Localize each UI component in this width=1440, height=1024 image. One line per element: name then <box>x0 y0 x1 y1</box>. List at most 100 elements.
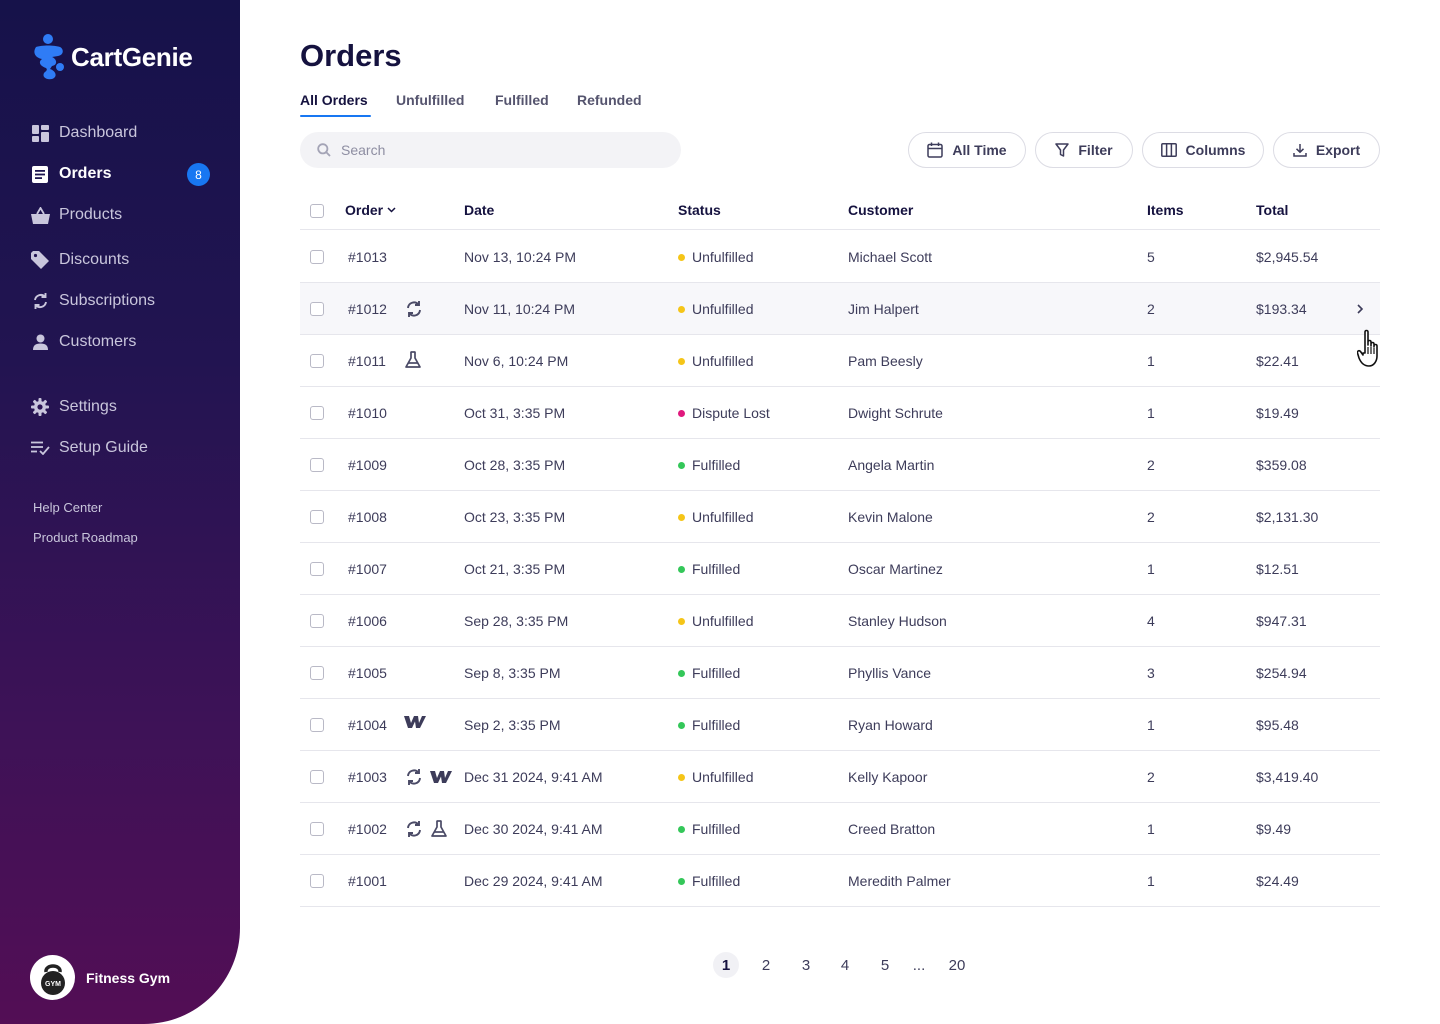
table-row[interactable]: #1003 Dec 31 2024, 9:41 AM Unfulfilled Kell… <box>300 751 1380 803</box>
table-row[interactable]: #1010 Oct 31, 3:35 PM Dispute Lost Dwight S… <box>300 387 1380 439</box>
tab-fulfilled[interactable]: Fulfilled <box>495 92 549 108</box>
table-row[interactable]: #1002 Dec 30 2024, 9:41 AM Fulfilled Creed … <box>300 803 1380 855</box>
row-checkbox[interactable] <box>310 250 324 264</box>
customer-name: Phyllis Vance <box>848 665 932 681</box>
order-status: Unfulfilled <box>678 613 753 629</box>
order-number[interactable]: #1009 <box>348 457 387 473</box>
customer-name: Creed Bratton <box>848 821 936 837</box>
columns-button[interactable]: Columns <box>1142 132 1264 168</box>
pagination-page[interactable]: 4 <box>840 956 850 974</box>
row-checkbox[interactable] <box>310 510 324 524</box>
pagination-page[interactable]: 20 <box>948 956 966 974</box>
order-status: Unfulfilled <box>678 769 753 785</box>
table-row[interactable]: #1007 Oct 21, 3:35 PM Fulfilled Oscar Marti… <box>300 543 1380 595</box>
order-status: Fulfilled <box>678 561 740 577</box>
account-switcher[interactable]: GYM Fitness Gym <box>30 955 170 1000</box>
row-checkbox[interactable] <box>310 822 324 836</box>
person-icon <box>30 332 50 352</box>
order-total: $193.34 <box>1256 301 1307 317</box>
order-number[interactable]: #1008 <box>348 509 387 525</box>
order-number[interactable]: #1004 <box>348 717 387 733</box>
row-checkbox[interactable] <box>310 302 324 316</box>
download-icon <box>1293 144 1307 157</box>
columns-icon <box>1160 143 1177 157</box>
pagination-page[interactable]: 3 <box>801 956 811 974</box>
column-header-total[interactable]: Total <box>1256 202 1289 218</box>
table-row[interactable]: #1013 Nov 13, 10:24 PM Unfulfilled Michael … <box>300 231 1380 283</box>
filter-button[interactable]: Filter <box>1035 132 1133 168</box>
order-number[interactable]: #1007 <box>348 561 387 577</box>
sidebar-item-orders[interactable]: Orders 8 <box>30 159 210 189</box>
table-row[interactable]: #1011 Nov 6, 10:24 PM Unfulfilled Pam Beesl… <box>300 335 1380 387</box>
order-number[interactable]: #1002 <box>348 821 387 837</box>
subscription-icon <box>404 819 424 839</box>
order-number[interactable]: #1013 <box>348 249 387 265</box>
item-count: 2 <box>1147 509 1155 525</box>
row-checkbox[interactable] <box>310 614 324 628</box>
filter-label: Filter <box>1078 142 1113 158</box>
table-row[interactable]: #1008 Oct 23, 3:35 PM Unfulfilled Kevin Mal… <box>300 491 1380 543</box>
table-row[interactable]: #1009 Oct 28, 3:35 PM Fulfilled Angela Mart… <box>300 439 1380 491</box>
tab-refunded[interactable]: Refunded <box>577 92 642 108</box>
sidebar-item-setup-guide[interactable]: Setup Guide <box>30 433 210 463</box>
sidebar-item-discounts[interactable]: Discounts <box>30 245 210 275</box>
status-label: Fulfilled <box>692 717 741 733</box>
sidebar-item-customers[interactable]: Customers <box>30 327 210 357</box>
row-checkbox[interactable] <box>310 458 324 472</box>
customer-name: Dwight Schrute <box>848 405 943 421</box>
gear-icon <box>30 397 50 417</box>
row-checkbox[interactable] <box>310 562 324 576</box>
order-status: Fulfilled <box>678 717 740 733</box>
table-row[interactable]: #1005 Sep 8, 3:35 PM Fulfilled Phyllis Vanc… <box>300 647 1380 699</box>
order-status: Unfulfilled <box>678 249 753 265</box>
date-range-button[interactable]: All Time <box>908 132 1026 168</box>
table-row[interactable]: #1012 Nov 11, 10:24 PM Unfulfilled Jim Halp… <box>300 283 1380 335</box>
pagination-page[interactable]: 2 <box>761 956 771 974</box>
table-row[interactable]: #1001 Dec 29 2024, 9:41 AM Fulfilled Meredi… <box>300 855 1380 907</box>
search-icon <box>317 143 331 157</box>
column-header-items[interactable]: Items <box>1147 202 1184 218</box>
order-total: $19.49 <box>1256 405 1299 421</box>
search-input[interactable] <box>341 142 661 158</box>
pagination-page[interactable]: 1 <box>713 952 739 978</box>
order-number[interactable]: #1001 <box>348 873 387 889</box>
order-number[interactable]: #1005 <box>348 665 387 681</box>
column-header-customer[interactable]: Customer <box>848 202 914 218</box>
tab-all-orders[interactable]: All Orders <box>300 92 368 108</box>
row-checkbox[interactable] <box>310 354 324 368</box>
status-dot <box>678 773 685 781</box>
column-header-status[interactable]: Status <box>678 202 721 218</box>
order-status: Unfulfilled <box>678 353 753 369</box>
sidebar-item-subscriptions[interactable]: Subscriptions <box>30 286 210 316</box>
export-button[interactable]: Export <box>1273 132 1380 168</box>
row-checkbox[interactable] <box>310 874 324 888</box>
sidebar-item-products[interactable]: Products <box>30 200 210 230</box>
chevron-right-icon[interactable] <box>1356 303 1364 315</box>
sidebar-item-settings[interactable]: Settings <box>30 392 210 422</box>
pagination-page[interactable]: 5 <box>880 956 890 974</box>
tab-unfulfilled[interactable]: Unfulfilled <box>396 92 465 108</box>
product-roadmap-link[interactable]: Product Roadmap <box>33 530 138 545</box>
order-number[interactable]: #1006 <box>348 613 387 629</box>
sidebar-item-dashboard[interactable]: Dashboard <box>30 118 210 148</box>
row-checkbox[interactable] <box>310 770 324 784</box>
order-number[interactable]: #1012 <box>348 301 387 317</box>
row-checkbox[interactable] <box>310 406 324 420</box>
customer-name: Kelly Kapoor <box>848 769 928 785</box>
row-checkbox[interactable] <box>310 718 324 732</box>
table-row[interactable]: #1006 Sep 28, 3:35 PM Unfulfilled Stanley H… <box>300 595 1380 647</box>
order-status: Fulfilled <box>678 457 740 473</box>
select-all-checkbox[interactable] <box>310 204 324 218</box>
filter-icon <box>1055 143 1070 157</box>
column-header-order[interactable]: Order <box>345 202 396 218</box>
order-number[interactable]: #1011 <box>348 353 386 369</box>
order-number[interactable]: #1010 <box>348 405 387 421</box>
subscription-icon <box>404 299 424 319</box>
order-number[interactable]: #1003 <box>348 769 387 785</box>
column-header-date[interactable]: Date <box>464 202 495 218</box>
tag-icon <box>30 250 50 270</box>
table-row[interactable]: #1004 Sep 2, 3:35 PM Fulfilled Ryan Howard 1… <box>300 699 1380 751</box>
row-checkbox[interactable] <box>310 666 324 680</box>
help-center-link[interactable]: Help Center <box>33 500 103 515</box>
app-logo[interactable]: CartGenie <box>30 33 193 81</box>
